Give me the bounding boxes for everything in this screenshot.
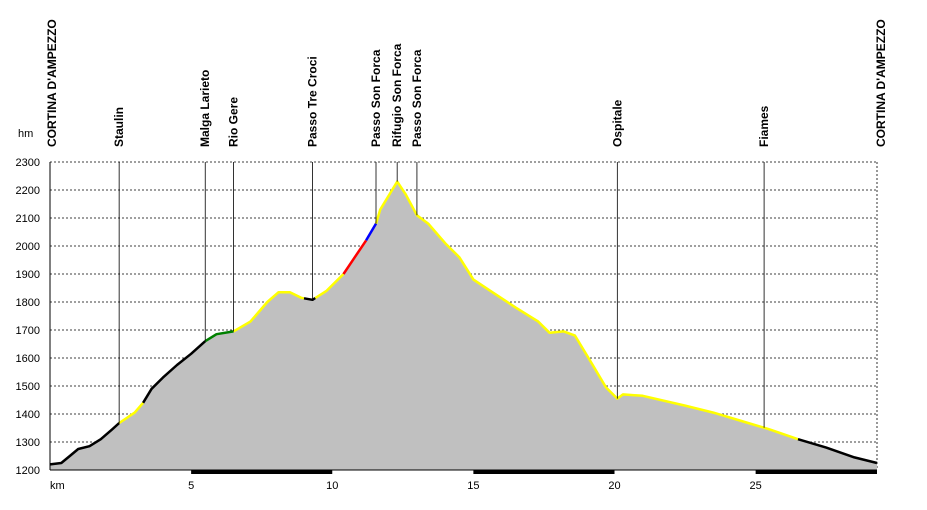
scale-band [473,470,615,474]
profile-segment [314,273,345,300]
axes: 1200 1300 1400 1500 1600 1700 1800 1900 2000 2100… [16,128,877,492]
x-tick-label: 25 [750,480,762,492]
y-tick-label: 1700 [16,325,40,337]
profile-segment [374,180,799,441]
waypoint-label: Staulin [112,107,126,147]
y-tick-label: 2100 [16,213,40,225]
x-axis-scale-bar [191,470,877,474]
waypoint-label: CORTINA D'AMPEZZO [45,19,59,147]
x-tick-label: 5 [188,480,194,492]
y-tick-label: 1600 [16,353,40,365]
profile-segment [142,340,207,404]
scale-band [755,470,877,474]
waypoint-label: Rio Gere [226,97,240,147]
waypoint-label: Passo Son Forca [410,49,424,147]
waypoint-label: Passo Son Forca [369,49,383,147]
profile-segment [303,296,316,302]
y-tick-label: 1900 [16,269,40,281]
profile-segment [797,438,878,465]
waypoint-label: Fiames [757,105,771,147]
y-axis-label: hm [18,128,33,140]
x-tick-label: 15 [467,480,479,492]
y-tick-label: 1300 [16,437,40,449]
waypoint-label: Ospitale [610,99,624,147]
y-tick-label: 1500 [16,381,40,393]
profile-segment [342,239,368,275]
x-tick-label: 10 [326,480,338,492]
profile-outline [49,180,878,466]
waypoint-label: CORTINA D'AMPEZZO [874,19,888,147]
scale-band [191,470,333,474]
profile-segment [204,330,234,343]
y-tick-label: 1400 [16,409,40,421]
x-axis-label: km [50,480,65,492]
y-tick-label: 1200 [16,465,40,477]
profile-segment [365,222,378,242]
waypoint-label: Rifugio Son Forca [390,43,404,147]
x-tick-labels: 5 10 15 20 25 [188,480,762,492]
waypoint-markers: CORTINA D'AMPEZZO Staulin Malga Larieto Rio… [45,19,888,428]
waypoint-label: Passo Tre Croci [305,56,319,147]
y-tick-labels: 1200 1300 1400 1500 1600 1700 1800 1900 2000 2100… [16,157,40,477]
y-tick-label: 2200 [16,185,40,197]
profile-segment [118,401,145,425]
profile-area [50,181,877,470]
y-tick-label: 1800 [16,297,40,309]
y-tick-label: 2300 [16,157,40,169]
profile-segment [49,422,121,466]
waypoint-label: Malga Larieto [198,70,212,147]
profile-segment [232,290,305,333]
x-tick-label: 20 [608,480,620,492]
y-tick-label: 2000 [16,241,40,253]
